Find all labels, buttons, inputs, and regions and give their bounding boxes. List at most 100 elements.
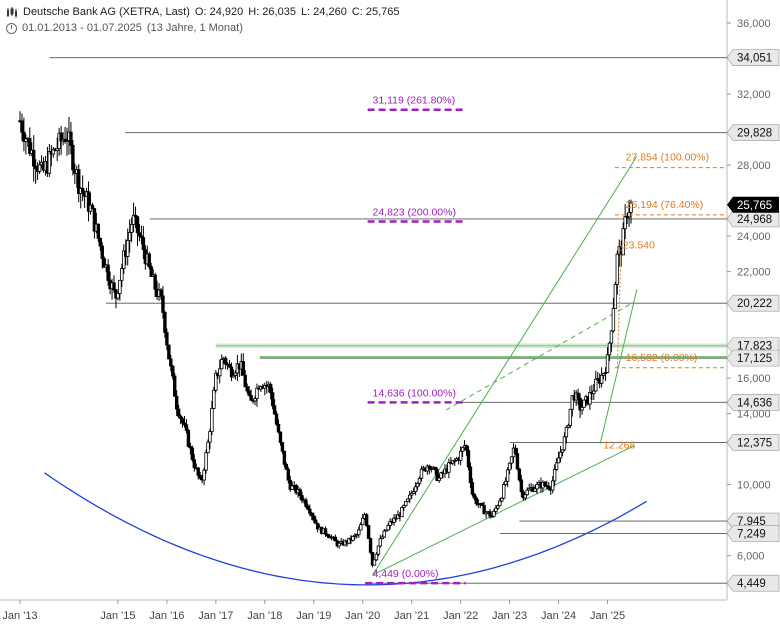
candle-body <box>174 395 179 410</box>
candle-body <box>502 484 506 499</box>
candle-body <box>315 522 320 530</box>
candle-body <box>51 148 55 155</box>
x-tick-label: Jan '22 <box>443 610 478 622</box>
candle-body <box>71 144 75 171</box>
candle-body <box>496 505 500 509</box>
candle-body <box>535 483 539 490</box>
candlestick-icon <box>6 6 18 18</box>
x-tick-label: Jan '17 <box>198 610 233 622</box>
x-tick-label: Jan '25 <box>590 610 625 622</box>
candle-body <box>102 258 106 268</box>
candle-body <box>613 283 618 309</box>
candle-body <box>409 492 414 496</box>
candle-body <box>118 279 122 294</box>
candle-body <box>47 151 52 174</box>
candle-body <box>364 514 369 526</box>
candle-body <box>400 507 404 518</box>
candle-body <box>359 524 363 531</box>
candle-body <box>106 264 110 281</box>
candle-body <box>370 552 375 566</box>
candle-body <box>404 501 408 507</box>
candle-body <box>180 418 185 424</box>
candle-body <box>357 529 361 536</box>
candle-body <box>33 165 38 170</box>
candle-body <box>588 391 592 405</box>
candle-body <box>306 505 310 510</box>
candle-body <box>406 498 410 502</box>
y-tick-label: 24,000 <box>737 231 771 243</box>
candle-body <box>582 399 586 408</box>
candle-body <box>554 462 559 470</box>
candle-body <box>601 373 606 376</box>
level-price-label: 17,823 <box>737 341 772 353</box>
level-price-box <box>726 349 780 367</box>
candle-body <box>22 131 26 142</box>
level-price-box <box>726 294 780 312</box>
candle-body <box>223 357 228 365</box>
ohlc-open: O: 24,920 <box>194 6 244 18</box>
candle-body <box>384 529 388 532</box>
candle-body <box>253 398 257 402</box>
candle-body <box>276 423 281 433</box>
ohlc-low: L: 24,260 <box>300 6 347 18</box>
candle-body <box>231 375 236 378</box>
candle-body <box>229 366 234 378</box>
fib-orange-diagonal <box>616 244 622 368</box>
candle-body <box>20 120 24 133</box>
candle-body <box>380 536 385 540</box>
candle-body <box>290 485 294 490</box>
candle-body <box>507 462 512 471</box>
candle-body <box>378 538 383 547</box>
candle-body <box>86 191 91 212</box>
level-price-label: 14,636 <box>737 397 772 409</box>
clock-icon <box>6 22 17 34</box>
candle-body <box>543 481 547 486</box>
candle-body <box>560 449 565 453</box>
candle-body <box>147 253 151 268</box>
candle-body <box>447 462 451 473</box>
candle-body <box>386 525 390 531</box>
candle-body <box>165 332 169 346</box>
candle-body <box>218 368 222 377</box>
candle-body <box>202 469 206 481</box>
x-tick-label: Jan '16 <box>149 610 184 622</box>
candle-body <box>120 268 124 281</box>
candle-body <box>214 372 218 391</box>
x-tick-label: Jan '24 <box>541 610 576 622</box>
x-tick-label: Jan '19 <box>296 610 331 622</box>
candle-body <box>488 511 492 517</box>
candle-body <box>153 274 157 290</box>
candle-body <box>411 491 416 494</box>
candle-body <box>77 169 81 194</box>
candle-body <box>198 474 202 479</box>
candle-body <box>272 405 277 415</box>
candle-body <box>417 477 422 484</box>
candle-body <box>310 512 314 517</box>
level-price-box <box>726 210 780 228</box>
candle-body <box>413 486 418 492</box>
fib-purple-label: 31,119 (261.80%) <box>373 95 456 107</box>
candle-body <box>24 138 28 142</box>
candle-body <box>594 378 598 392</box>
candle-body <box>621 228 625 256</box>
candle-body <box>458 450 463 461</box>
current-price-box <box>727 196 779 213</box>
candle-body <box>133 214 138 218</box>
candle-body <box>611 307 616 332</box>
fib-orange-label: 25,194 (76.40%) <box>626 199 704 211</box>
price-annotation: 23.540 <box>623 239 655 251</box>
candle-body <box>505 469 510 482</box>
candle-body <box>429 468 433 470</box>
candle-body <box>96 223 101 239</box>
candle-body <box>304 499 308 507</box>
candle-body <box>127 232 132 241</box>
candle-body <box>376 545 381 555</box>
candle-body <box>623 216 627 230</box>
candle-body <box>439 472 443 479</box>
candle-body <box>37 164 42 172</box>
candle-body <box>325 533 330 537</box>
level-price-label: 20,222 <box>737 298 772 310</box>
candle-body <box>547 485 551 490</box>
date-range: 01.01.2013 - 01.07.2025 <box>22 22 142 34</box>
